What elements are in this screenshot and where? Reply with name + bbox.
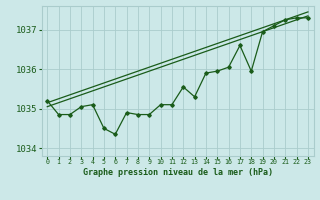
- X-axis label: Graphe pression niveau de la mer (hPa): Graphe pression niveau de la mer (hPa): [83, 168, 273, 177]
